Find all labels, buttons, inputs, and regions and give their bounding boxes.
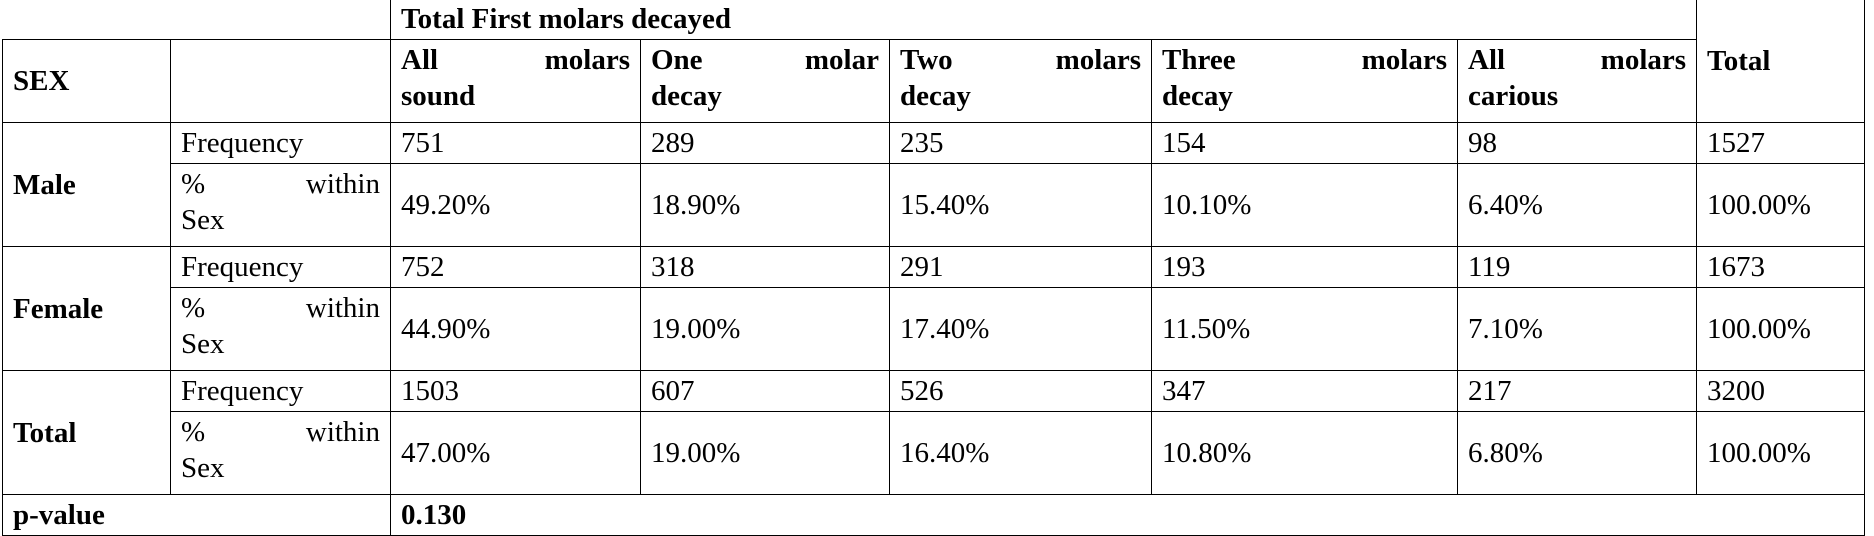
cell: 17.40%: [889, 287, 1152, 371]
cell: 526: [889, 370, 1152, 412]
pct-label-l2: Sex: [181, 328, 225, 360]
cell: 18.90%: [640, 163, 890, 247]
pct-label-l1: % within: [181, 416, 380, 448]
row-group-total: Total: [2, 370, 171, 495]
cell: 291: [889, 246, 1152, 288]
pct-label: % within Sex: [170, 163, 391, 247]
pct-label-l2: Sex: [181, 204, 225, 236]
empty-corner-top: [2, 0, 391, 40]
freq-label: Frequency: [170, 370, 391, 412]
header-col-5-text-cont: carious: [1468, 80, 1559, 112]
cell: 607: [640, 370, 890, 412]
cell: 154: [1151, 122, 1458, 164]
cell: 347: [1151, 370, 1458, 412]
cell: 100.00%: [1696, 287, 1866, 371]
cell: 3200: [1696, 370, 1866, 412]
header-col-2: One molar decay: [640, 39, 890, 123]
cell: 751: [390, 122, 641, 164]
header-col-1-text-cont: sound: [401, 80, 476, 112]
pct-label-l2: Sex: [181, 452, 225, 484]
header-col-4-text-cont: decay: [1162, 80, 1233, 112]
freq-label: Frequency: [170, 246, 391, 288]
cell: 47.00%: [390, 411, 641, 495]
cell: 10.10%: [1151, 163, 1458, 247]
header-sex: SEX: [2, 39, 171, 123]
header-col-1-text: All molars: [401, 44, 630, 76]
header-col-5-text: All molars: [1468, 44, 1687, 76]
cell: 6.40%: [1456, 163, 1698, 247]
cell: 6.80%: [1456, 411, 1698, 495]
cell: 289: [640, 122, 890, 164]
pvalue-label: p-value: [2, 494, 391, 536]
header-col-2-text: One molar: [651, 44, 879, 76]
cell: 1673: [1696, 246, 1866, 288]
cell: 752: [390, 246, 641, 288]
header-col-2-text-cont: decay: [651, 80, 722, 112]
cell: 1503: [390, 370, 641, 412]
cell: 16.40%: [889, 411, 1152, 495]
pct-label: % within Sex: [170, 411, 391, 495]
header-col-3-text-cont: decay: [900, 80, 971, 112]
pct-label-l1: % within: [181, 168, 380, 200]
cell: 19.00%: [640, 411, 890, 495]
pct-label-l1: % within: [181, 292, 380, 324]
cell: 10.80%: [1151, 411, 1458, 495]
cell: 15.40%: [889, 163, 1152, 247]
header-col-4: Three molars decay: [1151, 39, 1458, 123]
cell: 235: [889, 122, 1152, 164]
cell: 44.90%: [390, 287, 641, 371]
cell: 119: [1456, 246, 1698, 288]
cell: 100.00%: [1696, 411, 1866, 495]
row-group-female: Female: [2, 246, 171, 371]
cell: 100.00%: [1696, 163, 1866, 247]
header-col-1: All molars sound: [390, 39, 641, 123]
cell: 318: [640, 246, 890, 288]
cell: 217: [1456, 370, 1698, 412]
freq-label: Frequency: [170, 122, 391, 164]
cell: 7.10%: [1456, 287, 1698, 371]
cell: 49.20%: [390, 163, 641, 247]
row-group-male: Male: [2, 122, 171, 247]
cell: 19.00%: [640, 287, 890, 371]
cell: 11.50%: [1151, 287, 1458, 371]
cell: 193: [1151, 246, 1458, 288]
header-col-3: Two molars decay: [889, 39, 1152, 123]
pvalue-value: 0.130: [389, 494, 1866, 536]
header-empty: [170, 39, 391, 123]
header-total: Total: [1696, 0, 1866, 123]
cell: 1527: [1696, 122, 1866, 164]
header-col-4-text: Three molars: [1162, 44, 1447, 76]
cell: 98: [1456, 122, 1698, 164]
group-header: Total First molars decayed: [389, 0, 1698, 40]
header-col-3-text: Two molars: [900, 44, 1141, 76]
header-col-5: All molars carious: [1456, 39, 1698, 123]
pct-label: % within Sex: [170, 287, 391, 371]
